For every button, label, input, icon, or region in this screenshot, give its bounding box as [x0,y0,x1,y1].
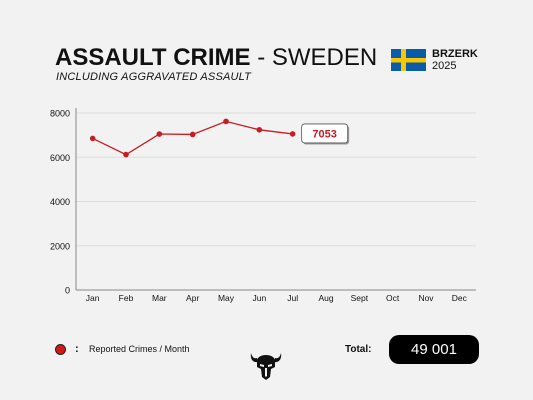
y-tick-label: 6000 [50,153,70,163]
data-point [156,131,163,137]
year-label: 2025 [432,60,457,72]
y-tick-label: 0 [65,286,70,296]
series-line [92,120,293,156]
x-tick-label: May [218,293,235,303]
x-tick-label: Jan [86,293,100,303]
viking-helmet-logo-icon [250,353,282,380]
annotation-label: 7053 [312,128,336,140]
data-point [89,135,96,142]
x-tick-label: Aug [318,293,333,303]
y-tick-label: 4000 [50,197,70,207]
x-tick-label: Dec [452,293,468,303]
x-tick-label: Sept [351,293,369,303]
x-tick-label: Oct [386,293,400,303]
total-label: Total: [345,344,372,355]
data-point [123,151,129,158]
annotation-box [301,123,349,144]
data-point [223,118,229,125]
legend-marker [55,344,66,355]
x-tick-label: Nov [418,293,434,303]
x-tick-label: Jun [252,293,266,303]
total-value-badge: 49 001 [389,335,479,364]
brand-name: BRZERK [432,48,478,60]
y-tick-label: 8000 [50,109,70,119]
total-value: 49 001 [411,341,457,358]
x-tick-label: Mar [152,293,167,303]
y-tick-label: 2000 [50,241,70,251]
data-point [289,131,296,137]
x-tick-label: Jul [287,293,298,303]
x-tick-label: Apr [186,293,199,303]
title-country: - SWEDEN [250,44,378,71]
legend-label: Reported Crimes / Month [89,344,190,354]
sweden-flag-icon [391,49,426,71]
legend-colon: : [75,343,79,355]
x-tick-label: Feb [119,293,134,303]
data-point [256,127,263,133]
chart-title: ASSAULT CRIME - SWEDEN [55,44,377,72]
chart-subtitle: INCLUDING AGGRAVATED ASSAULT [56,71,252,83]
data-point [189,131,196,138]
title-main: ASSAULT CRIME [55,44,251,71]
